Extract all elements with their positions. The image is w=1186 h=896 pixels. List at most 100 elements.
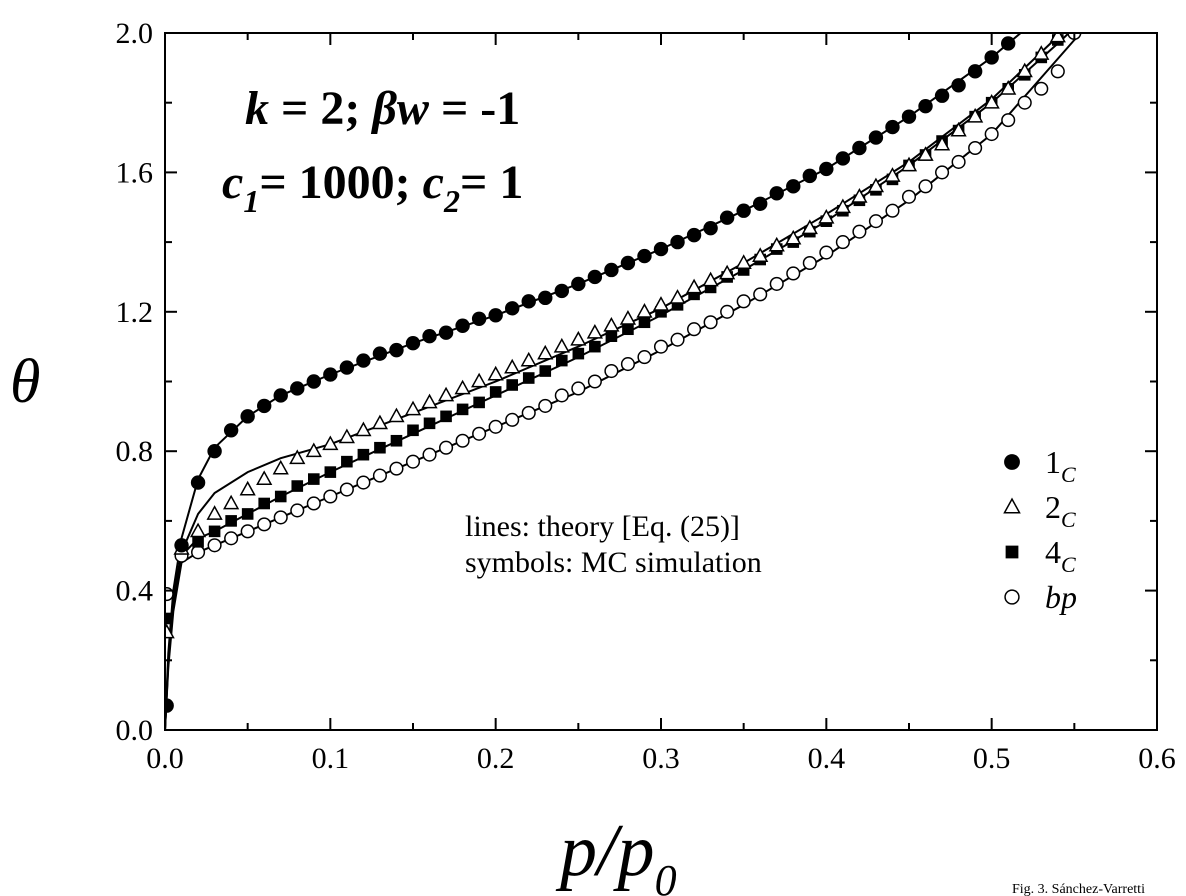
data-point bbox=[868, 214, 883, 229]
data-point bbox=[273, 510, 288, 525]
data-point bbox=[488, 419, 503, 434]
data-point bbox=[224, 531, 239, 546]
x-tick-label: 0.2 bbox=[477, 742, 515, 775]
data-point bbox=[272, 459, 289, 475]
data-point bbox=[407, 424, 419, 437]
param-c2-value: = 1 bbox=[460, 156, 523, 209]
data-point bbox=[753, 196, 768, 211]
data-point bbox=[306, 374, 321, 389]
data-point bbox=[686, 227, 702, 243]
data-point bbox=[257, 517, 272, 532]
legend-label-main: 2 bbox=[1045, 489, 1061, 525]
data-point bbox=[719, 210, 735, 225]
x-tick-label: 0.6 bbox=[1138, 742, 1176, 775]
data-point bbox=[356, 475, 371, 490]
data-point bbox=[737, 264, 750, 276]
data-point bbox=[338, 428, 355, 444]
data-point bbox=[423, 417, 436, 430]
data-point bbox=[206, 505, 223, 520]
data-point bbox=[190, 475, 206, 490]
data-point bbox=[935, 165, 950, 180]
data-point bbox=[884, 167, 901, 182]
data-point bbox=[586, 323, 603, 339]
param-k: k bbox=[245, 82, 269, 135]
data-point bbox=[1034, 5, 1048, 19]
data-point bbox=[885, 119, 900, 135]
data-point bbox=[769, 186, 784, 201]
data-point bbox=[257, 398, 272, 414]
data-point bbox=[488, 308, 503, 323]
y-tick-label: 0.0 bbox=[116, 714, 154, 747]
data-point bbox=[471, 311, 487, 326]
data-point bbox=[505, 412, 520, 427]
data-point bbox=[240, 409, 255, 424]
data-point bbox=[901, 109, 917, 124]
data-point bbox=[769, 276, 784, 291]
data-point bbox=[223, 423, 239, 438]
data-point bbox=[223, 494, 240, 510]
y-tick-label: 1.2 bbox=[116, 296, 154, 329]
data-point bbox=[357, 448, 370, 461]
data-point bbox=[455, 318, 470, 333]
data-point bbox=[405, 335, 421, 351]
data-point bbox=[339, 360, 355, 375]
data-point bbox=[620, 357, 635, 372]
data-point bbox=[207, 538, 222, 553]
data-point bbox=[556, 354, 568, 367]
data-point bbox=[389, 461, 404, 476]
data-point bbox=[405, 454, 421, 469]
data-point bbox=[835, 151, 851, 166]
data-point bbox=[967, 107, 984, 123]
data-point bbox=[341, 455, 353, 468]
data-point bbox=[273, 388, 288, 403]
data-point bbox=[719, 264, 736, 280]
data-point bbox=[802, 255, 817, 271]
data-point bbox=[487, 365, 504, 381]
data-point bbox=[603, 316, 620, 332]
legend-marker bbox=[1004, 589, 1020, 605]
data-point bbox=[951, 78, 966, 93]
data-point bbox=[437, 386, 455, 402]
data-point bbox=[619, 310, 637, 325]
data-point bbox=[322, 435, 339, 451]
data-point bbox=[356, 353, 371, 368]
data-point bbox=[984, 50, 999, 65]
data-point bbox=[165, 612, 173, 625]
data-point bbox=[165, 698, 174, 713]
legend-item: 4C bbox=[1005, 534, 1076, 577]
data-point bbox=[636, 303, 653, 318]
data-point bbox=[571, 381, 586, 396]
legend-marker bbox=[1005, 545, 1019, 559]
data-point bbox=[225, 515, 237, 527]
x-axis-title: p/p0 bbox=[555, 810, 677, 896]
data-point bbox=[736, 203, 751, 218]
data-point bbox=[622, 323, 634, 336]
data-point bbox=[372, 346, 388, 361]
data-point bbox=[554, 283, 569, 299]
data-point bbox=[553, 337, 570, 353]
x-tick-label: 0.5 bbox=[973, 742, 1011, 775]
data-point bbox=[720, 304, 735, 319]
data-point bbox=[324, 466, 337, 478]
y-axis-title: θ bbox=[10, 348, 40, 416]
x-tick-label: 0.3 bbox=[642, 742, 680, 775]
data-point bbox=[374, 441, 386, 454]
legend-label: bp bbox=[1045, 579, 1077, 615]
data-point bbox=[1022, 33, 1027, 34]
data-point bbox=[653, 339, 669, 354]
data-point bbox=[404, 400, 422, 416]
data-point bbox=[570, 330, 587, 346]
data-point bbox=[951, 154, 966, 169]
data-point bbox=[539, 365, 552, 377]
data-point bbox=[703, 220, 718, 236]
data-point bbox=[736, 294, 751, 309]
x-tick-label: 0.1 bbox=[312, 742, 350, 775]
x-tick-labels: 0.0 0.1 0.2 0.3 0.4 0.5 0.6 bbox=[146, 742, 1176, 775]
param-c2: c bbox=[423, 156, 444, 209]
data-point bbox=[306, 496, 321, 511]
data-point bbox=[685, 278, 703, 294]
param-k-value: = 2; bbox=[269, 82, 372, 135]
legend-item: bp bbox=[1004, 579, 1077, 615]
y-tick-label: 1.6 bbox=[116, 156, 154, 189]
data-point bbox=[240, 524, 255, 539]
